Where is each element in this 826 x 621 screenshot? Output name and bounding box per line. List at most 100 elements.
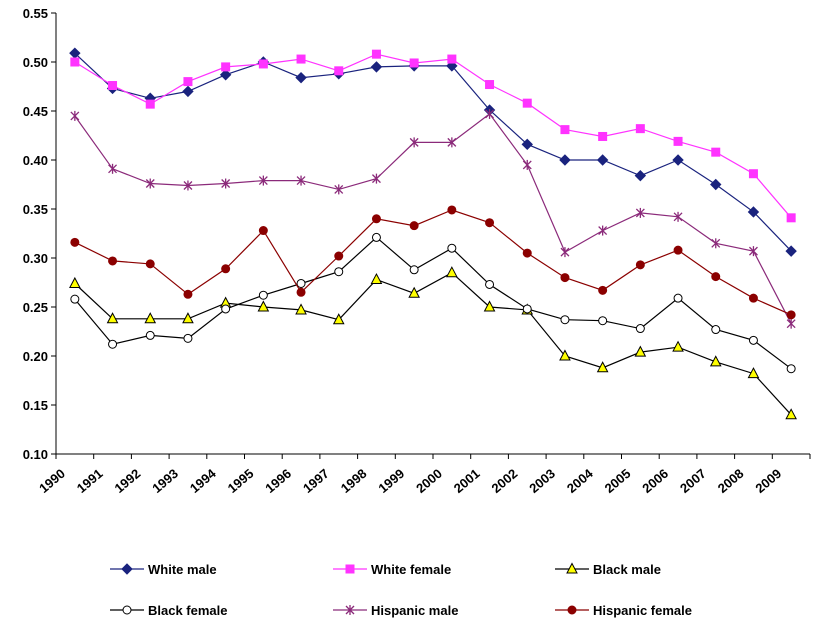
data-point xyxy=(710,178,722,191)
y-tick-label: 0.35 xyxy=(23,202,48,217)
data-point xyxy=(447,54,457,64)
data-point xyxy=(371,232,381,242)
data-point xyxy=(560,125,570,135)
legend-item: Black female xyxy=(110,603,228,618)
data-point xyxy=(634,169,647,182)
data-point xyxy=(70,294,80,304)
legend-item: Black male xyxy=(555,562,661,577)
y-tick-label: 0.20 xyxy=(23,349,48,364)
data-point xyxy=(522,98,532,108)
series-line xyxy=(74,52,792,252)
y-tick-label: 0.40 xyxy=(23,153,48,168)
data-point xyxy=(447,137,457,148)
series-line xyxy=(74,209,792,316)
data-point xyxy=(296,54,306,64)
data-point xyxy=(106,312,119,324)
data-point xyxy=(673,293,683,303)
data-point xyxy=(748,246,758,257)
data-point xyxy=(69,276,81,288)
data-point xyxy=(221,304,231,314)
data-point xyxy=(560,247,570,258)
y-tick-label: 0.30 xyxy=(23,251,48,266)
data-point xyxy=(711,238,721,249)
legend-label: White female xyxy=(371,562,451,577)
legend-swatch-marker xyxy=(121,563,133,575)
data-point xyxy=(409,265,419,275)
data-point xyxy=(596,361,609,373)
y-tick-label: 0.45 xyxy=(23,104,48,119)
data-point xyxy=(70,57,80,67)
series-black-female xyxy=(70,232,796,374)
data-point xyxy=(219,69,232,81)
data-point xyxy=(108,339,118,349)
data-point xyxy=(183,180,193,191)
data-point xyxy=(258,175,268,186)
data-point xyxy=(221,62,231,72)
legend-swatch-marker xyxy=(566,562,578,574)
legend-item: Hispanic female xyxy=(555,603,692,618)
data-point xyxy=(672,154,684,166)
data-point xyxy=(370,272,383,285)
data-point xyxy=(296,287,306,297)
data-point xyxy=(446,266,458,278)
data-point xyxy=(711,325,721,335)
data-point xyxy=(598,316,608,326)
legend-item: White female xyxy=(333,562,451,577)
legend-label: Hispanic male xyxy=(371,603,458,618)
legend-swatch-marker xyxy=(567,605,577,615)
series-line xyxy=(74,236,792,370)
y-tick-label: 0.55 xyxy=(23,6,48,21)
data-point xyxy=(785,245,797,257)
legend-swatch-marker xyxy=(122,605,132,615)
data-point xyxy=(145,99,155,109)
series-line xyxy=(74,53,792,219)
data-point xyxy=(70,110,80,121)
data-point xyxy=(334,66,344,76)
series-hispanic-female xyxy=(70,205,796,320)
data-point xyxy=(672,340,684,352)
data-point xyxy=(334,251,344,261)
data-point xyxy=(182,312,194,324)
series-white-female xyxy=(70,49,796,223)
data-point xyxy=(183,77,193,87)
data-point xyxy=(786,364,796,374)
legend-label: White male xyxy=(148,562,217,577)
data-point xyxy=(257,300,270,312)
data-point xyxy=(409,221,419,231)
data-point xyxy=(296,175,306,186)
data-point xyxy=(108,81,118,91)
data-point xyxy=(295,303,307,315)
data-point xyxy=(786,318,796,329)
data-point xyxy=(70,237,80,247)
data-point xyxy=(711,147,721,157)
data-point xyxy=(634,345,647,357)
legend-item: White male xyxy=(110,562,217,577)
data-point xyxy=(673,136,683,146)
data-point xyxy=(295,71,307,84)
data-point xyxy=(673,245,683,255)
data-point xyxy=(521,138,533,151)
data-point xyxy=(635,260,645,270)
y-tick-label: 0.15 xyxy=(23,398,48,413)
data-point xyxy=(635,207,645,218)
data-point xyxy=(145,259,155,269)
data-point xyxy=(598,225,608,236)
legend-label: Hispanic female xyxy=(593,603,692,618)
data-point xyxy=(709,355,722,367)
series-line xyxy=(74,271,792,416)
data-point xyxy=(560,315,570,325)
data-point xyxy=(522,304,532,314)
data-point xyxy=(485,108,495,119)
data-point xyxy=(559,154,571,166)
legend-swatch-marker xyxy=(345,605,355,615)
data-point xyxy=(408,286,420,298)
legend-label: Black male xyxy=(593,562,661,577)
data-point xyxy=(483,300,496,312)
data-point xyxy=(635,124,645,134)
data-point xyxy=(145,330,155,340)
data-point xyxy=(258,226,268,236)
data-point xyxy=(409,137,419,148)
data-point xyxy=(747,367,760,379)
